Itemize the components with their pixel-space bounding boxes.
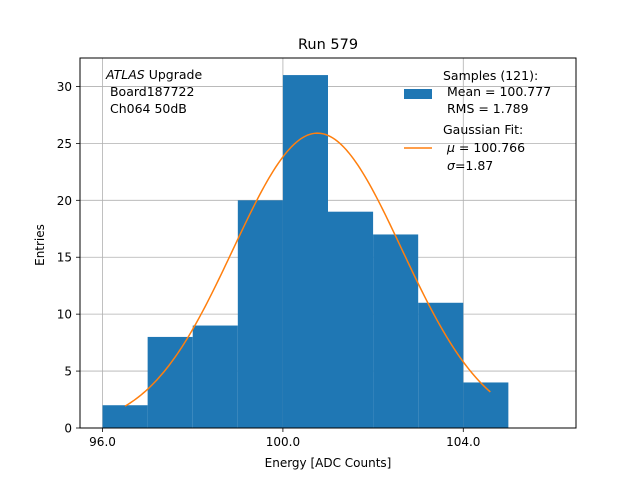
y-axis-ticks: 0 5 10 15 20 25 30 [57,80,80,436]
histogram-bar [192,325,238,428]
y-tick-label: 30 [57,80,72,94]
x-tick-label: 104.0 [446,435,480,449]
histogram-bar [463,382,509,428]
legend-fit-title: Gaussian Fit: [443,122,523,137]
y-axis-label: Entries [33,224,47,266]
gaussian-fit-curve [124,132,491,407]
histogram-bar [237,200,283,428]
legend: Samples (121): Mean = 100.777 RMS = 1.78… [404,68,551,173]
y-tick-label: 0 [64,422,72,436]
x-tick-label: 100.0 [266,435,300,449]
plot-frame [79,57,577,429]
x-tick-label: 96.0 [89,435,116,449]
legend-bar-swatch [404,89,432,99]
legend-mean: Mean = 100.777 [443,84,551,99]
y-tick-label: 5 [64,365,72,379]
atlas-annotation: ATLAS Upgrade Board187722 Ch064 50dB [105,67,202,116]
legend-sigma-value: =1.87 [455,158,493,173]
legend-sigma-symbol: σ [447,158,456,173]
svg-text:ATLAS Upgrade: ATLAS Upgrade [105,67,202,82]
histogram-bar [373,234,419,428]
gaussian-fit [124,132,491,407]
y-tick-label: 15 [57,251,72,265]
x-axis-ticks: 96.0 100.0 104.0 [89,428,480,449]
y-tick-label: 25 [57,137,72,151]
legend-mu-symbol: μ [446,140,455,155]
y-tick-label: 20 [57,194,72,208]
legend-mu-value: = 100.766 [455,140,525,155]
annotation-channel: Ch064 50dB [106,101,187,116]
y-tick-label: 10 [57,308,72,322]
histogram-bar [418,302,464,428]
histogram-bar [328,211,374,428]
svg-text:μ = 100.766: μ = 100.766 [446,140,525,155]
histogram-bars [102,75,509,429]
chart-title: Run 579 [298,37,358,53]
legend-rms: RMS = 1.789 [443,101,529,116]
histogram-bar [282,75,328,429]
x-axis-label: Energy [ADC Counts] [265,456,392,470]
svg-text:σ=1.87: σ=1.87 [447,158,493,173]
annotation-board: Board187722 [106,84,194,99]
legend-samples: Samples (121): [443,68,538,83]
annotation-atlas: ATLAS [105,67,145,82]
histogram-bar [102,405,148,428]
annotation-upgrade: Upgrade [145,67,203,82]
